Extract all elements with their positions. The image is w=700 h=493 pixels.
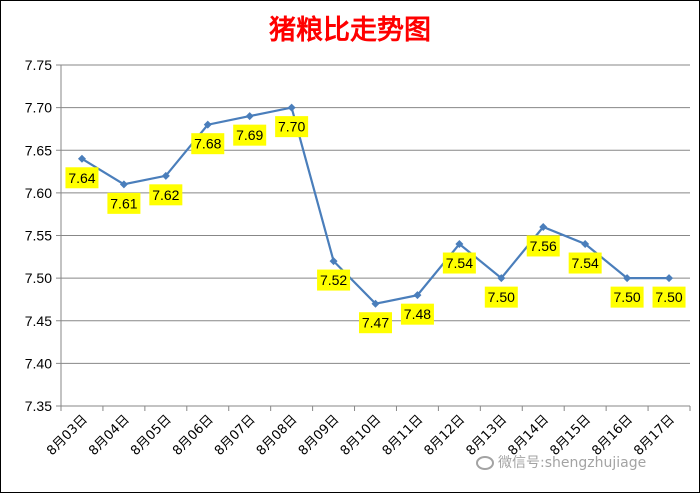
data-point xyxy=(413,291,422,300)
x-tick-label: 8月10日 xyxy=(338,412,385,459)
data-label-text: 7.50 xyxy=(488,289,515,305)
y-tick-label: 7.75 xyxy=(25,57,52,73)
data-label: 7.69 xyxy=(233,124,267,146)
data-label: 7.64 xyxy=(65,167,99,189)
data-label-text: 7.50 xyxy=(655,289,682,305)
data-label: 7.54 xyxy=(568,252,602,274)
data-label-box xyxy=(317,269,351,291)
y-tick-label: 7.55 xyxy=(25,228,52,244)
data-point xyxy=(581,240,590,249)
data-label-box xyxy=(107,192,141,214)
y-tick-label: 7.50 xyxy=(25,270,52,286)
data-label-text: 7.47 xyxy=(362,315,389,331)
data-label-text: 7.48 xyxy=(404,306,431,322)
data-label: 7.50 xyxy=(484,286,518,308)
data-label-text: 7.54 xyxy=(572,255,599,271)
data-label-text: 7.54 xyxy=(446,255,473,271)
data-label-box xyxy=(526,235,560,257)
watermark: 微信号:shengzhujiage xyxy=(476,452,646,472)
x-tick-label: 8月11日 xyxy=(380,412,427,459)
y-tick-label: 7.70 xyxy=(25,100,52,116)
wechat-icon xyxy=(476,456,494,470)
x-tick-label: 8月05日 xyxy=(128,412,175,459)
data-labels: 7.64 7.61 7.62 7.68 7.69 7.70 7.52 7.47 7.48 7.54… xyxy=(65,116,686,334)
data-point xyxy=(77,154,86,163)
x-tick-label: 8月06日 xyxy=(170,412,217,459)
data-label-box xyxy=(610,286,644,308)
data-point xyxy=(203,120,212,129)
data-label: 7.61 xyxy=(107,192,141,214)
data-label-box xyxy=(359,312,392,334)
watermark-text: 微信号:shengzhujiage xyxy=(498,455,647,471)
data-point xyxy=(119,180,128,189)
data-label-box xyxy=(65,167,99,189)
x-tick-label: 8月09日 xyxy=(296,412,343,459)
data-point xyxy=(497,274,506,283)
data-label-box xyxy=(275,116,309,138)
data-point xyxy=(539,222,548,231)
y-tick-label: 7.45 xyxy=(25,313,52,329)
data-label-text: 7.64 xyxy=(68,170,95,186)
data-label: 7.52 xyxy=(317,269,351,291)
data-label-box xyxy=(484,286,518,308)
x-tick-label: 8月03日 xyxy=(44,412,91,459)
data-label-box xyxy=(568,252,602,274)
data-point xyxy=(455,240,464,249)
y-tick-label: 7.60 xyxy=(25,185,52,201)
data-label: 7.48 xyxy=(400,303,434,325)
data-label-box xyxy=(191,133,225,155)
y-tick-label: 7.40 xyxy=(25,355,52,371)
chart-title: 猪粮比走势图 xyxy=(269,15,431,46)
data-label-text: 7.70 xyxy=(278,119,305,135)
data-label-text: 7.52 xyxy=(320,272,347,288)
series-line xyxy=(81,106,669,305)
data-label-box xyxy=(652,286,686,308)
data-point xyxy=(287,103,296,112)
data-label-box xyxy=(442,252,476,274)
data-point xyxy=(371,299,380,308)
data-label: 7.70 xyxy=(275,116,309,138)
data-point xyxy=(329,257,338,266)
x-tick-label: 8月07日 xyxy=(212,412,259,459)
data-label-box xyxy=(149,184,183,206)
data-point xyxy=(665,274,674,283)
series-group xyxy=(77,103,674,308)
data-label-text: 7.56 xyxy=(530,238,557,254)
data-label-text: 7.69 xyxy=(236,127,263,143)
x-tick-label: 8月08日 xyxy=(254,412,301,459)
data-label-box xyxy=(400,303,434,325)
data-label: 7.54 xyxy=(442,252,476,274)
data-label-text: 7.61 xyxy=(110,195,137,211)
data-label-text: 7.50 xyxy=(613,289,640,305)
data-label: 7.62 xyxy=(149,184,183,206)
data-label-box xyxy=(233,124,267,146)
data-label: 7.47 xyxy=(359,312,392,334)
data-label-text: 7.68 xyxy=(194,136,221,152)
data-point xyxy=(623,274,632,283)
data-point xyxy=(161,171,170,180)
y-tick-label: 7.35 xyxy=(25,398,52,414)
x-tick-label: 8月04日 xyxy=(86,412,133,459)
data-point xyxy=(245,112,254,121)
data-label: 7.56 xyxy=(526,235,560,257)
y-tick-label: 7.65 xyxy=(25,142,52,158)
data-label-text: 7.62 xyxy=(152,187,179,203)
data-label: 7.68 xyxy=(191,133,225,155)
data-label: 7.50 xyxy=(610,286,644,308)
data-label: 7.50 xyxy=(652,286,686,308)
gridlines xyxy=(61,64,690,407)
x-tick-label: 8月12日 xyxy=(422,412,469,459)
